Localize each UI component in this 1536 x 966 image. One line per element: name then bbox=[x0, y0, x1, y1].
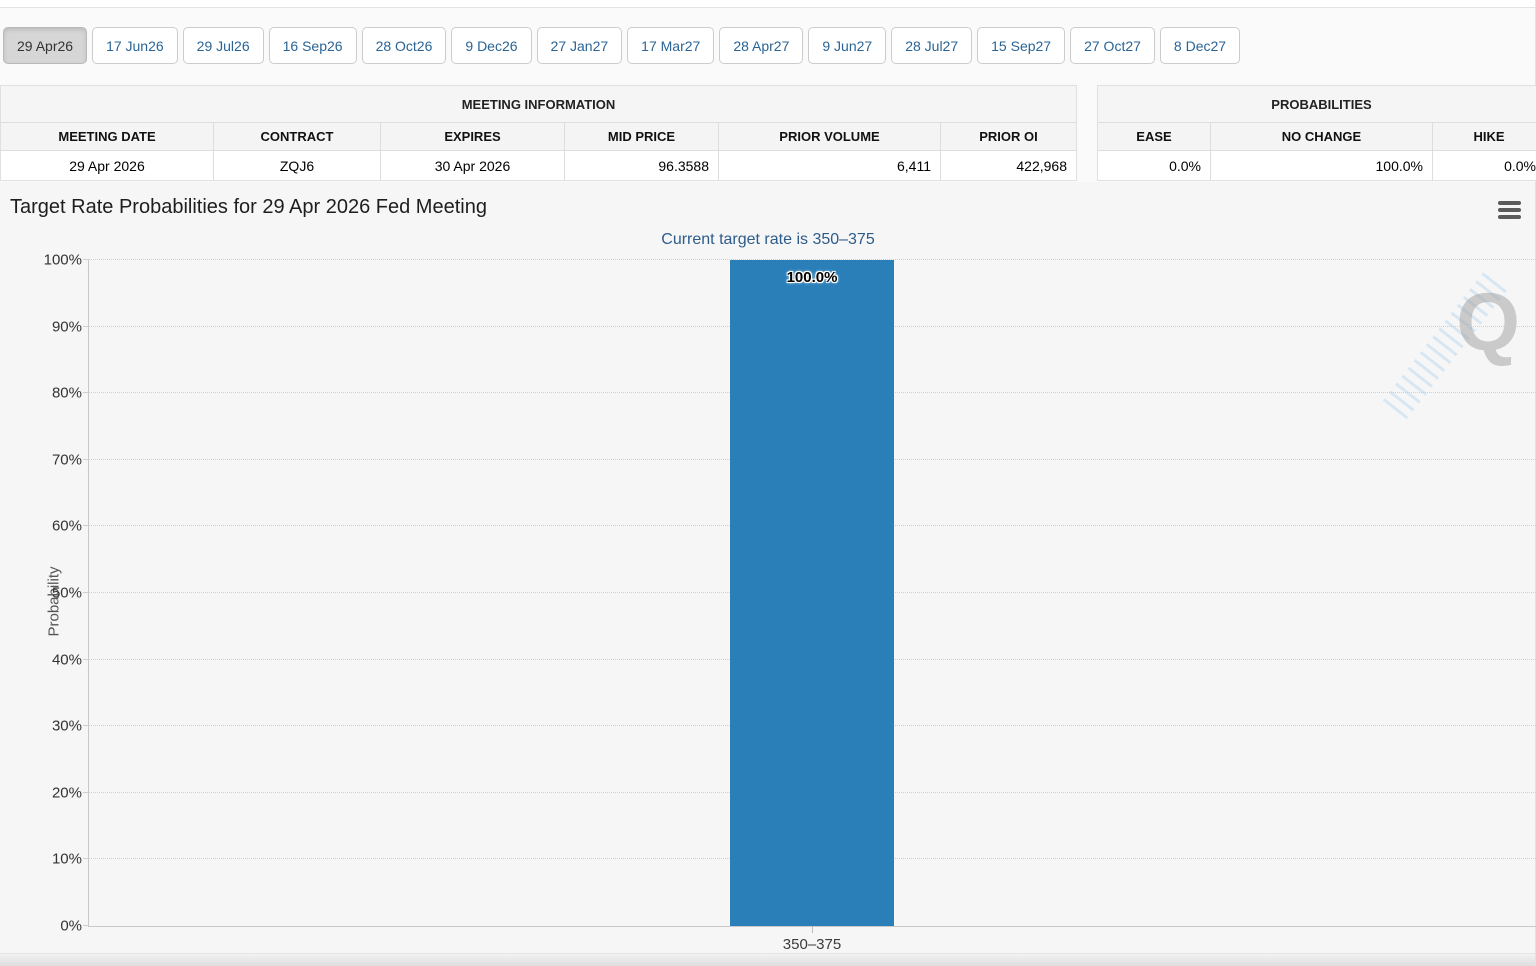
table-cell: 0.0% bbox=[1504, 157, 1536, 174]
y-axis-label: 60% bbox=[51, 517, 82, 535]
column-header: EXPIRES bbox=[381, 123, 565, 150]
column-header: CONTRACT bbox=[214, 123, 381, 150]
table-cell: 30 Apr 2026 bbox=[381, 151, 565, 180]
meeting-date-tab[interactable]: 15 Sep27 bbox=[977, 27, 1066, 64]
meeting-date-tab[interactable]: 9 Jun27 bbox=[808, 27, 887, 64]
chart-title: Target Rate Probabilities for 29 Apr 202… bbox=[10, 196, 487, 218]
chart-subtitle: Current target rate is 350–375 bbox=[661, 231, 875, 248]
meeting-date-tab[interactable]: 16 Sep26 bbox=[268, 27, 357, 64]
column-header: HIKE bbox=[1473, 129, 1505, 144]
y-axis-tick bbox=[83, 658, 89, 660]
meeting-information-table: MEETING INFORMATION MEETING DATE CONTRACT… bbox=[0, 85, 1077, 181]
meeting-tab-bar: 29 Apr26 17 Jun26 29 Jul26 16 Sep26 28 Oct26… bbox=[3, 27, 1535, 65]
y-axis-tick bbox=[83, 325, 89, 327]
table-cell: 0.0% bbox=[1098, 151, 1211, 180]
table-cell: 100.0% bbox=[1211, 151, 1433, 180]
y-axis-label: 20% bbox=[51, 784, 82, 802]
meeting-information-header: MEETING INFORMATION bbox=[1, 86, 1076, 123]
column-header: PRIOR VOLUME bbox=[719, 123, 941, 150]
y-axis-label: 50% bbox=[51, 584, 82, 602]
y-axis-label: 40% bbox=[51, 651, 82, 669]
y-axis-label: 30% bbox=[51, 717, 82, 735]
meeting-date-tab[interactable]: 27 Jan27 bbox=[536, 27, 623, 64]
table-cell: 29 Apr 2026 bbox=[1, 151, 214, 180]
y-axis-tick bbox=[83, 925, 89, 926]
probabilities-header: PROBABILITIES bbox=[1098, 86, 1536, 123]
y-axis-tick bbox=[83, 725, 89, 727]
column-header: NO CHANGE bbox=[1211, 123, 1433, 150]
y-axis-label: 70% bbox=[51, 451, 82, 469]
table-cell: ZQJ6 bbox=[214, 151, 381, 180]
y-axis-tick bbox=[83, 458, 89, 460]
y-axis-tick bbox=[83, 525, 89, 527]
hamburger-menu-icon[interactable] bbox=[1498, 201, 1521, 219]
probabilities-column-headers: EASE NO CHANGE HIKE bbox=[1098, 123, 1536, 151]
y-axis-label: 90% bbox=[51, 318, 82, 336]
table-cell: 6,411 bbox=[719, 151, 941, 180]
column-header: EASE bbox=[1098, 123, 1211, 150]
x-axis-category-label: 350–375 bbox=[782, 936, 842, 953]
meeting-information-column-headers: MEETING DATE CONTRACT EXPIRES MID PRICE PRIO… bbox=[1, 123, 1076, 151]
meeting-date-tab[interactable]: 27 Oct27 bbox=[1070, 27, 1155, 64]
meeting-date-tab[interactable]: 9 Dec26 bbox=[451, 27, 532, 64]
footer-strip bbox=[0, 953, 1535, 966]
meeting-information-values: 29 Apr 2026 ZQJ6 30 Apr 2026 96.3588 6,411 42… bbox=[1, 151, 1076, 180]
y-axis-tick bbox=[83, 259, 89, 260]
column-header: MEETING DATE bbox=[1, 123, 214, 150]
bar-value-label: 100.0% bbox=[786, 269, 838, 286]
gridline bbox=[89, 259, 1536, 260]
y-axis-label: 100% bbox=[43, 251, 82, 269]
table-cell: 422,968 bbox=[1016, 157, 1067, 174]
y-axis-tick bbox=[83, 858, 89, 860]
y-axis-label: 0% bbox=[60, 917, 82, 935]
meeting-date-tab[interactable]: 28 Jul27 bbox=[891, 27, 973, 64]
y-axis-tick bbox=[83, 791, 89, 793]
top-divider bbox=[0, 0, 1535, 8]
meeting-date-tab[interactable]: 28 Apr27 bbox=[719, 27, 804, 64]
meeting-date-tab[interactable]: 8 Dec27 bbox=[1159, 27, 1241, 64]
probabilities-table: PROBABILITIES EASE NO CHANGE HIKE 0.0% 100.… bbox=[1097, 85, 1536, 181]
y-axis-label: 10% bbox=[51, 850, 82, 868]
probability-bar[interactable] bbox=[730, 260, 894, 926]
meeting-date-tab[interactable]: 29 Apr26 bbox=[3, 27, 88, 64]
probabilities-values: 0.0% 100.0% 0.0% bbox=[1098, 151, 1536, 180]
x-axis-tick bbox=[812, 926, 813, 933]
summary-tables: MEETING INFORMATION MEETING DATE CONTRACT… bbox=[0, 85, 1536, 181]
meeting-date-tab[interactable]: 17 Mar27 bbox=[627, 27, 715, 64]
meeting-date-tab[interactable]: 28 Oct26 bbox=[361, 27, 447, 64]
column-header: PRIOR OI bbox=[979, 129, 1038, 144]
y-axis-label: 80% bbox=[51, 384, 82, 402]
table-gap bbox=[1077, 85, 1097, 181]
table-cell: 96.3588 bbox=[565, 151, 719, 180]
y-axis-tick bbox=[83, 592, 89, 593]
target-rate-probability-chart: Target Rate Probabilities for 29 Apr 202… bbox=[0, 182, 1536, 966]
meeting-date-tab[interactable]: 17 Jun26 bbox=[92, 27, 178, 64]
y-axis-tick bbox=[83, 392, 89, 394]
column-header: MID PRICE bbox=[565, 123, 719, 150]
y-axis-title: Probability bbox=[45, 566, 63, 637]
plot-area: Probability 0% 10% 20% 30% 40% 50% 60% 70% 80% 90… bbox=[44, 252, 1536, 953]
meeting-date-tab[interactable]: 29 Jul26 bbox=[182, 27, 264, 64]
